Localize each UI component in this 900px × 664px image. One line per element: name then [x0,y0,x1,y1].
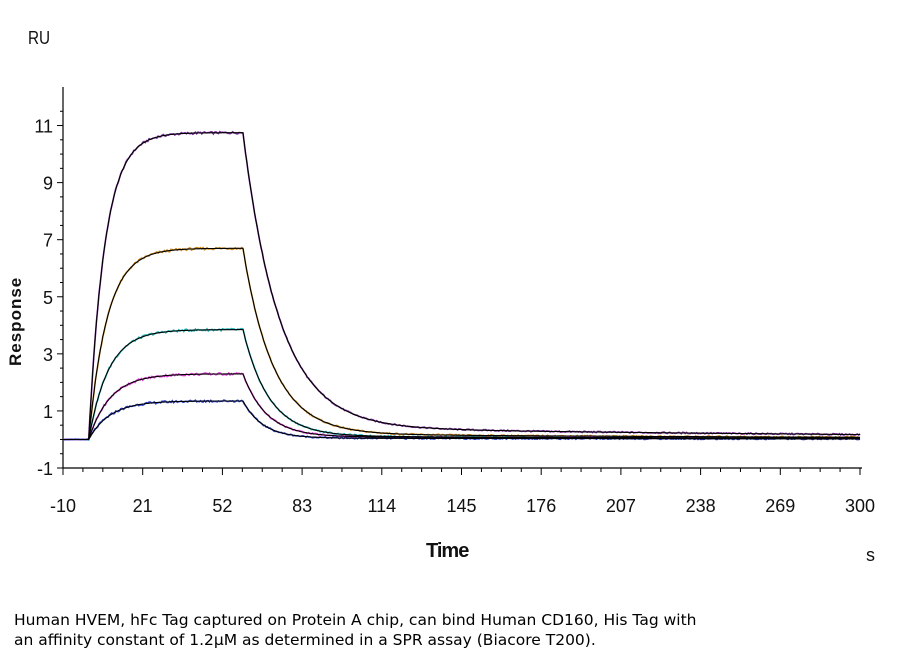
x-tick-label: 300 [845,496,875,516]
series-line-2 [63,246,861,441]
tick-marks [57,110,861,475]
y-tick-label: 7 [43,231,53,251]
axes [62,87,862,469]
fit-lines [63,132,861,441]
x-tick-label: 52 [212,496,232,516]
y-tick-label: -1 [37,459,53,479]
fit-line-1 [63,132,860,441]
x-tick-label: 269 [765,496,795,516]
caption-line-1: Human HVEM, hFc Tag captured on Protein … [14,611,697,629]
y-tick-label: 5 [43,288,53,308]
y-tick-label: 11 [34,117,53,137]
y-unit-label: RU [28,28,51,48]
fit-line-5 [63,400,860,441]
x-tick-label: 176 [526,496,556,516]
x-tick-label: 238 [686,496,716,516]
tick-labels: -1 1 3 5 7 9 11 -10 21 52 83 114 145 176 207 238 269 300 [34,117,875,516]
x-unit-label: s [866,545,875,565]
y-tick-label: 9 [43,174,53,194]
x-axis-title: Time [426,540,469,562]
y-tick-label: 3 [43,345,53,365]
caption-line-2: an affinity constant of 1.2μM as determi… [14,631,596,649]
x-tick-label: 145 [446,496,476,516]
fit-line-2 [63,247,860,441]
x-tick-label: 21 [133,496,153,516]
series-line-1 [62,130,861,441]
x-tick-label: 114 [367,496,396,516]
fit-line-3 [63,329,861,441]
x-tick-label: 207 [606,496,636,516]
fit-line-4 [63,373,860,441]
x-tick-label: -10 [50,496,76,516]
x-tick-label: 83 [292,496,312,516]
series-lines [62,130,861,441]
y-tick-label: 1 [43,402,53,422]
figure-caption: Human HVEM, hFc Tag captured on Protein … [14,610,894,650]
sensorgram-chart: -1 1 3 5 7 9 11 -10 21 52 83 114 145 176 207 238 269 300 [34,87,875,516]
series-line-3 [62,327,861,441]
y-axis-title: Response [6,276,25,366]
